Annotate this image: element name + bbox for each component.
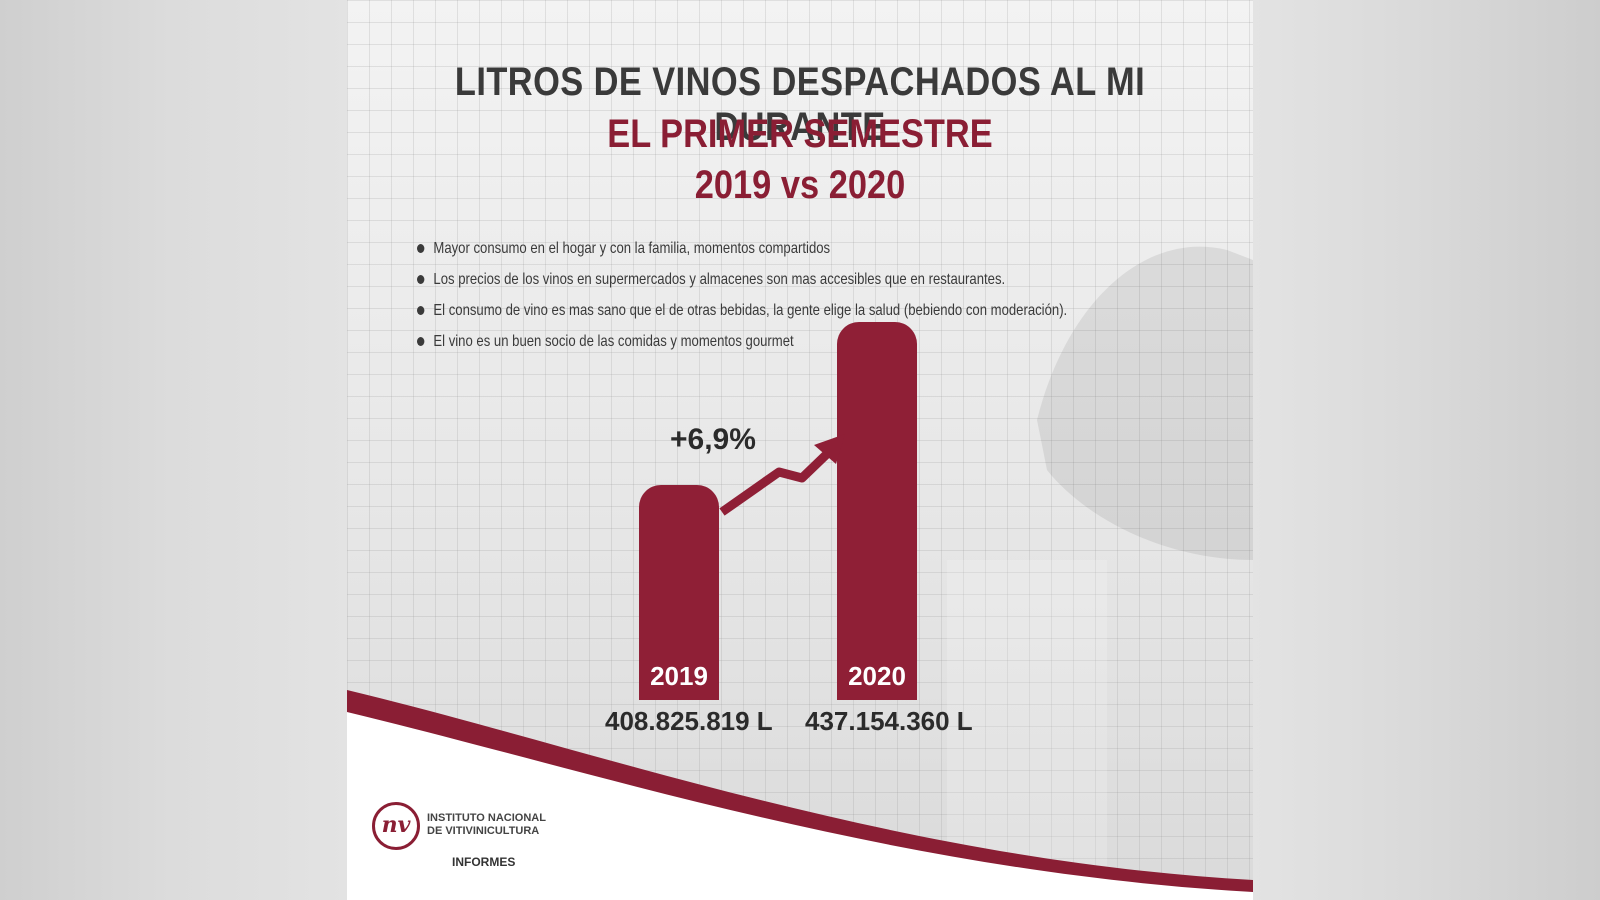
bullet-dot-icon — [417, 275, 425, 284]
bullet-dot-icon — [417, 306, 425, 315]
bullet-dot-icon — [417, 337, 425, 346]
bar-category-label: 2020 — [848, 661, 906, 691]
bar-2020: 2020 — [837, 322, 917, 700]
bullet-item: Los precios de los vinos en supermercado… — [417, 269, 1067, 300]
infographic-card: LITROS DE VINOS DESPACHADOS AL MI DURANT… — [347, 0, 1253, 900]
inv-logo-icon: nv — [372, 802, 420, 850]
bar-category-label: 2019 — [650, 661, 708, 691]
bullet-item: El consumo de vino es mas sano que el de… — [417, 300, 1067, 331]
bar-2019: 2019 — [639, 485, 719, 700]
change-percentage: +6,9% — [670, 423, 756, 456]
section-label: INFORMES — [452, 855, 516, 869]
title-line-1: LITROS DE VINOS DESPACHADOS AL MI DURANT… — [454, 60, 1146, 149]
bullet-item: Mayor consumo en el hogar y con la famil… — [417, 238, 1067, 269]
organization-name: INSTITUTO NACIONAL DE VITIVINICULTURA — [427, 812, 546, 838]
background-right — [1253, 0, 1600, 900]
org-name-line-2: DE VITIVINICULTURA — [427, 825, 540, 837]
org-name-line-1: INSTITUTO NACIONAL — [427, 812, 546, 824]
value-label-2019: 408.825.819 L — [605, 706, 773, 736]
bullet-text: El vino es un buen socio de las comidas … — [433, 333, 794, 350]
bullet-dot-icon — [417, 244, 425, 253]
value-label-2020: 437.154.360 L — [805, 706, 973, 736]
bullet-text: Mayor consumo en el hogar y con la famil… — [433, 240, 831, 257]
title-line-2: EL PRIMER SEMESTRE — [607, 112, 993, 156]
bullet-list: Mayor consumo en el hogar y con la famil… — [417, 238, 1210, 362]
bullet-text: Los precios de los vinos en supermercado… — [433, 271, 1006, 288]
bullet-text: El consumo de vino es mas sano que el de… — [433, 302, 1068, 319]
background-left — [0, 0, 347, 900]
title-line-3: 2019 vs 2020 — [694, 163, 906, 207]
bullet-item: El vino es un buen socio de las comidas … — [417, 331, 1067, 362]
